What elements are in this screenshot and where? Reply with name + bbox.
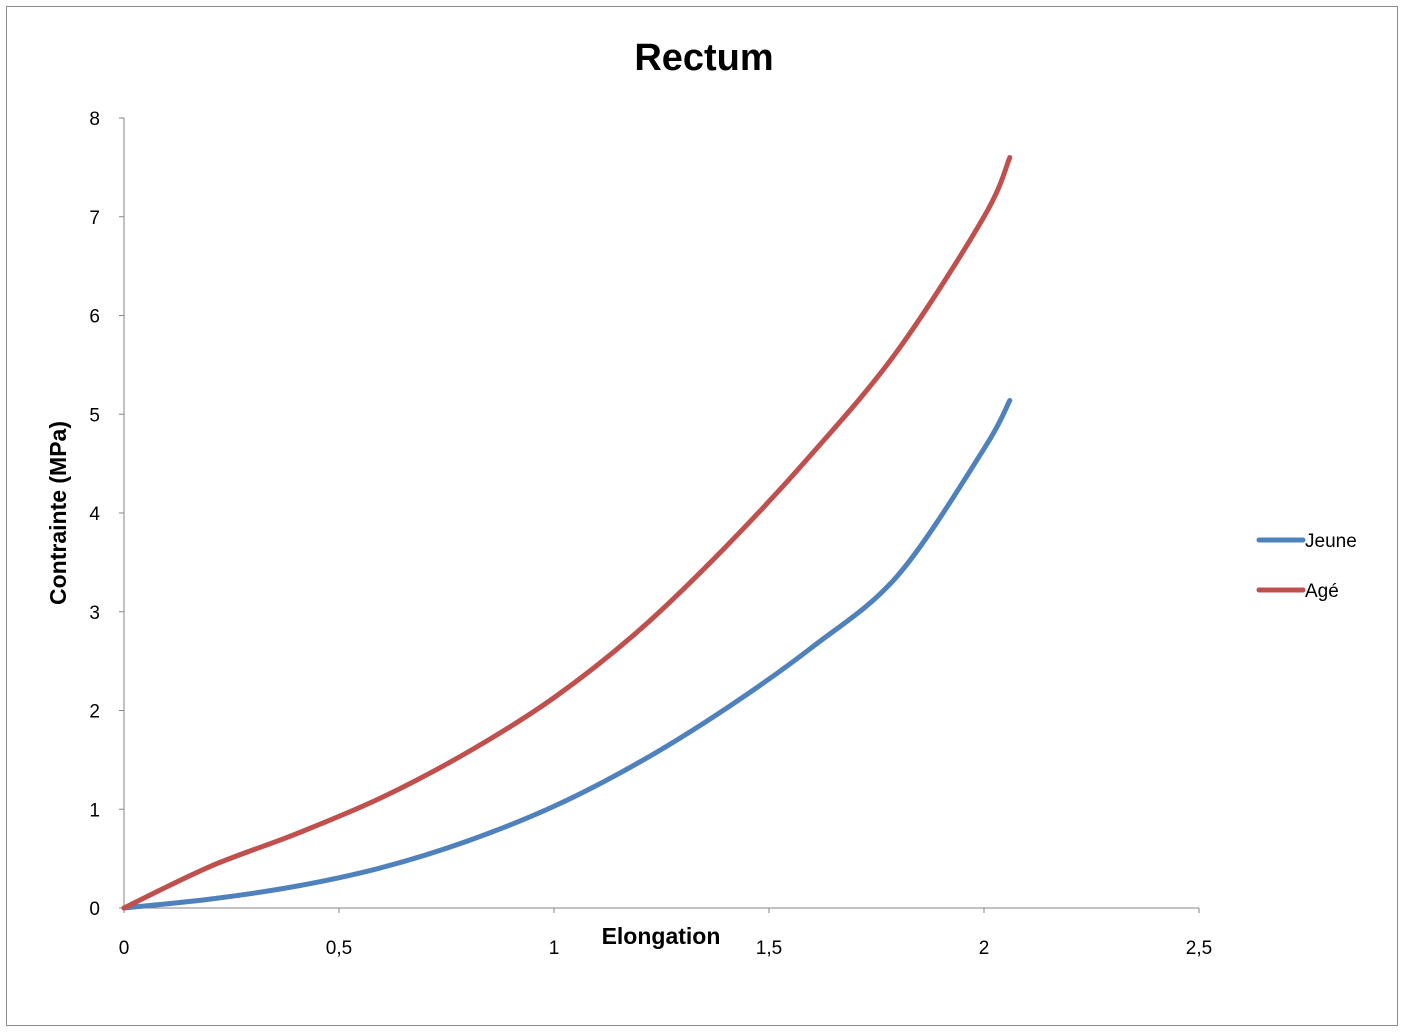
chart-title: Rectum — [634, 37, 773, 79]
x-tick-label: 1,5 — [756, 938, 782, 959]
series-line-1 — [121, 397, 1013, 911]
y-tick-label: 0 — [89, 899, 100, 920]
x-tick-label: 2 — [979, 938, 990, 959]
x-ticks: 0 0,5 1 1,5 2 2,5 — [119, 908, 1212, 959]
y-ticks: 0 1 2 3 4 5 6 7 8 — [89, 109, 124, 920]
y-tick-label: 6 — [89, 307, 100, 328]
y-tick-label: 4 — [89, 504, 100, 525]
y-tick-label: 3 — [89, 603, 100, 624]
legend-label: Jeune — [1305, 531, 1357, 552]
series-line-2 — [121, 155, 1013, 911]
x-tick-label: 0 — [119, 938, 130, 959]
x-tick-label: 1 — [549, 938, 560, 959]
y-tick-label: 8 — [89, 109, 100, 130]
x-tick-label: 2,5 — [1186, 938, 1212, 959]
x-axis-label: Elongation — [602, 923, 721, 949]
legend-label: Agé — [1305, 581, 1339, 602]
legend: Jeune Agé — [1256, 531, 1357, 602]
y-tick-label: 5 — [89, 405, 100, 426]
y-tick-label: 2 — [89, 702, 100, 723]
y-axis-label: Contrainte (MPa) — [45, 421, 71, 605]
y-tick-label: 1 — [89, 800, 100, 821]
series-lines — [121, 155, 1013, 911]
y-tick-label: 7 — [89, 208, 100, 229]
x-tick-label: 0,5 — [326, 938, 352, 959]
axes — [123, 118, 1199, 909]
